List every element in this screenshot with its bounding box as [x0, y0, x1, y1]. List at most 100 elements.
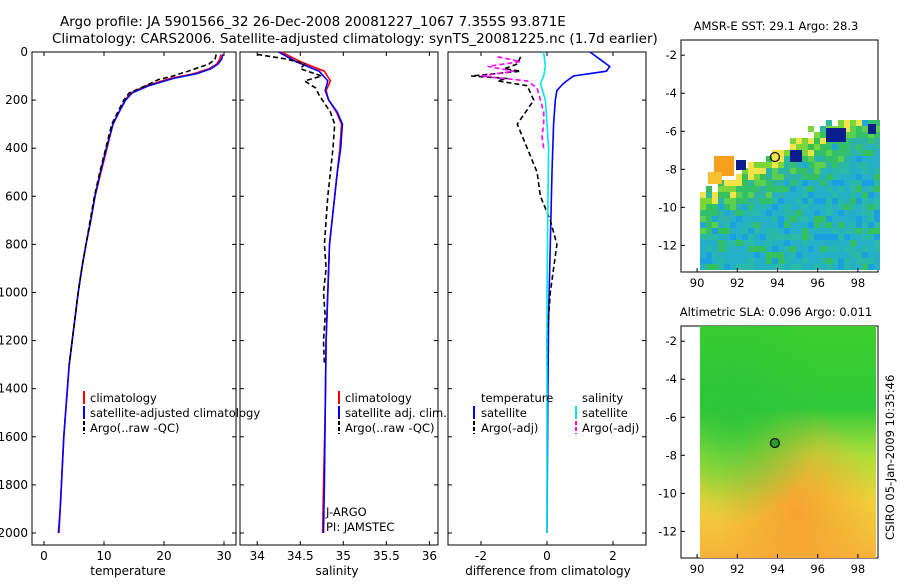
sst-cell: [832, 246, 838, 252]
sst-cell: [760, 198, 766, 204]
sst-cell: [820, 156, 826, 162]
sst-cell: [730, 180, 736, 186]
sst-cell: [826, 222, 832, 228]
sst-cell: [736, 186, 742, 192]
sst-cell: [832, 210, 838, 216]
sst-cell: [712, 222, 718, 228]
sst-cell: [736, 174, 742, 180]
salinity-plot: 34 34.5 35 35.5 36: [240, 51, 438, 563]
sst-cell: [808, 174, 814, 180]
sst-cell: [850, 162, 856, 168]
sst-cell: [772, 156, 778, 162]
sst-cell: [784, 156, 790, 162]
sst-cell: [712, 204, 718, 210]
sst-cell: [796, 204, 802, 210]
sst-cell: [826, 264, 832, 270]
sst-cell: [772, 198, 778, 204]
sst-cell: [790, 138, 796, 144]
sst-cell: [826, 168, 832, 174]
sst-cell: [850, 126, 856, 132]
sst-cell: [868, 150, 874, 156]
sst-cell: [784, 258, 790, 264]
sst-cell: [862, 204, 868, 210]
sst-cell: [748, 252, 754, 258]
sla-low-region: [700, 326, 876, 558]
series-temperature-argo: [471, 56, 558, 365]
sst-cell: [712, 246, 718, 252]
map-x-tick-label: 98: [851, 562, 866, 576]
sst-cell: [784, 162, 790, 168]
sst-cell: [808, 156, 814, 162]
sst-cell: [844, 174, 850, 180]
sst-cell: [736, 204, 742, 210]
sst-cell: [724, 222, 730, 228]
sst-cell: [742, 168, 748, 174]
sst-cell: [832, 216, 838, 222]
sst-cell: [838, 198, 844, 204]
sst-cell: [850, 246, 856, 252]
sst-cell: [778, 228, 784, 234]
sst-cell: [838, 222, 844, 228]
sst-cell: [808, 222, 814, 228]
sst-map-title: AMSR-E SST: 29.1 Argo: 28.3: [694, 19, 859, 33]
sst-cell: [760, 192, 766, 198]
sst-cell: [844, 222, 850, 228]
sst-cell: [826, 258, 832, 264]
legend-label-sal-argo: Argo(-adj): [582, 421, 639, 435]
legend-label-sal-satellite: satellite: [582, 406, 628, 420]
sst-cell: [808, 246, 814, 252]
sst-cell: [706, 234, 712, 240]
sst-cell: [826, 174, 832, 180]
sst-cell: [808, 204, 814, 210]
sst-cell: [814, 150, 820, 156]
sst-cell: [736, 228, 742, 234]
sst-cell: [868, 132, 874, 138]
sst-cell: [772, 180, 778, 186]
sst-cell: [784, 252, 790, 258]
sst-cell: [712, 258, 718, 264]
sst-cell: [868, 162, 874, 168]
sst-cell: [802, 138, 808, 144]
sst-cell: [706, 264, 712, 270]
sst-cell: [874, 132, 880, 138]
sst-cell: [814, 180, 820, 186]
sst-cell: [862, 174, 868, 180]
sst-cell: [868, 252, 874, 258]
sst-cell: [778, 204, 784, 210]
sla-argo-marker: [769, 437, 780, 449]
sst-cell: [784, 246, 790, 252]
series-satellite: [278, 51, 344, 534]
sst-cell: [778, 246, 784, 252]
sst-cell: [742, 240, 748, 246]
sst-cell: [832, 186, 838, 192]
figure-title-line1: Argo profile: JA 5901566_32 26-Dec-2008 …: [60, 14, 566, 30]
sst-cell: [796, 180, 802, 186]
sst-cell: [856, 162, 862, 168]
sst-cell: [844, 258, 850, 264]
sst-cell: [748, 186, 754, 192]
sst-cell: [784, 264, 790, 270]
sla-map-axes: 90 92 94 96 98 -2 -4 -6 -8 -10 -12: [658, 334, 865, 576]
sst-cell: [748, 204, 754, 210]
sst-cell: [868, 222, 874, 228]
sst-cell: [850, 186, 856, 192]
sst-cell: [850, 174, 856, 180]
sst-cell: [718, 252, 724, 258]
x-tick-label: -2: [475, 549, 487, 563]
sst-cell: [808, 252, 814, 258]
sst-cell: [850, 144, 856, 150]
difference-plot: -2 0 2: [448, 51, 646, 563]
sst-cell: [748, 234, 754, 240]
sst-cell: [754, 246, 760, 252]
sst-cell: [832, 180, 838, 186]
sst-cell: [724, 234, 730, 240]
sst-cell: [772, 192, 778, 198]
map-y-tick-label: -10: [658, 200, 677, 214]
sst-cell: [760, 246, 766, 252]
sst-cell: [874, 246, 880, 252]
sst-cell: [778, 180, 784, 186]
sst-cell: [868, 174, 874, 180]
sst-cell: [838, 252, 844, 258]
sst-cell: [802, 174, 808, 180]
sst-cell: [820, 162, 826, 168]
